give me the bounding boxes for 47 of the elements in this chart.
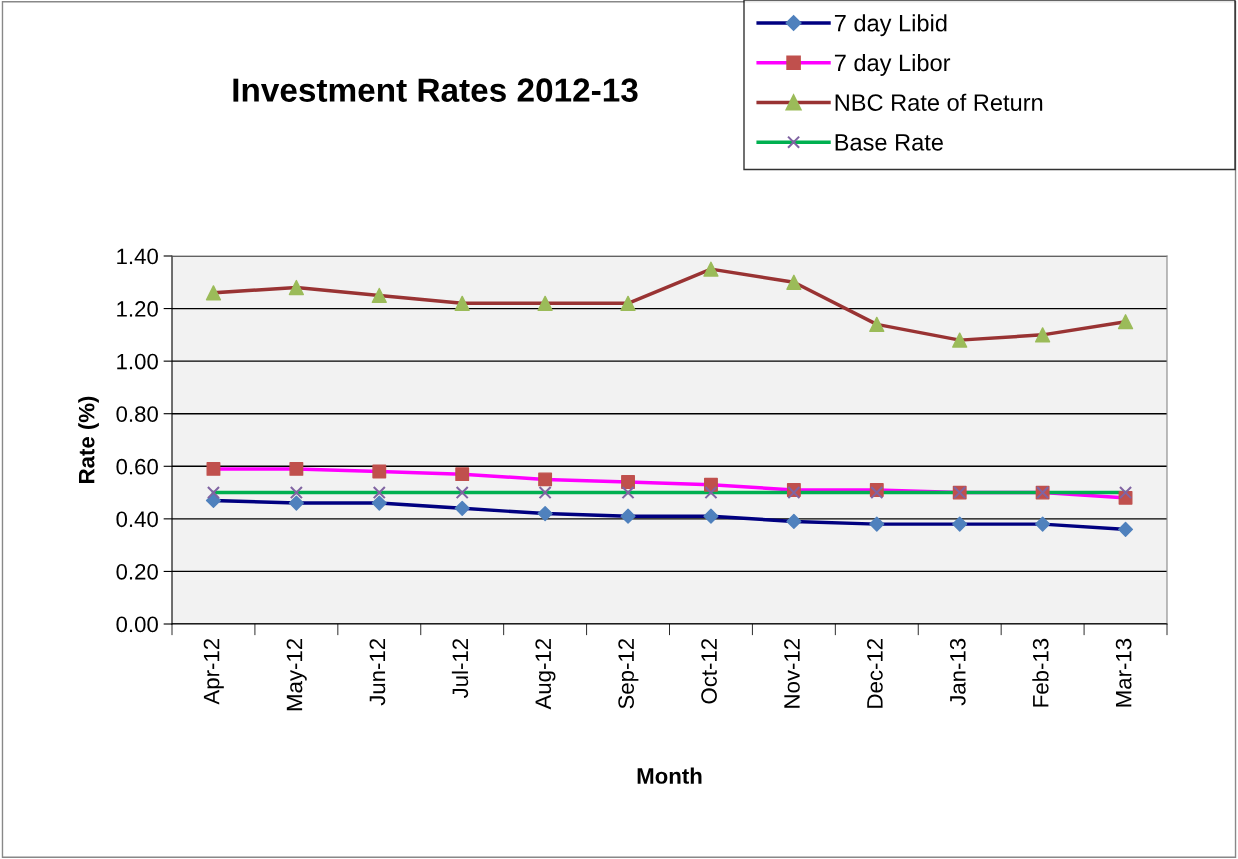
y-tick-label: 1.20	[117, 301, 158, 317]
point	[786, 274, 802, 290]
y-axis-title: Rate (%)	[78, 396, 99, 483]
x-tick-label: Mar-13	[1115, 638, 1132, 707]
x-axis-title: Month	[637, 767, 702, 784]
point	[952, 332, 968, 348]
legend-label: 7 day Libor	[834, 53, 951, 76]
x-tick-label: Jan-13	[949, 638, 966, 706]
legend-label: Base Rate	[835, 134, 943, 151]
x-tick-label: Oct-12	[701, 639, 717, 704]
y-tick-label: 0.40	[116, 511, 158, 528]
point	[1034, 327, 1051, 343]
point	[1118, 485, 1133, 500]
x-tick-label: Jul-12	[451, 639, 469, 699]
point	[538, 485, 552, 500]
point	[703, 261, 719, 277]
x-tick-label: Jun-12	[369, 639, 386, 706]
point	[704, 485, 718, 500]
point	[537, 295, 553, 311]
x-tick-label: Apr-12	[203, 639, 224, 705]
x-tick-label: Feb-13	[1032, 638, 1049, 707]
y-tick-label: 1.00	[117, 353, 158, 370]
y-tick-label: 1.40	[117, 248, 158, 265]
point	[206, 485, 221, 500]
chart-title: Investment Rates 2012-13	[233, 78, 638, 102]
point	[289, 485, 303, 500]
point	[455, 485, 469, 500]
point	[371, 287, 387, 304]
point	[1117, 314, 1134, 330]
legend-label: 7 day Libid	[834, 14, 947, 37]
x-tick-label: Aug-12	[535, 639, 556, 710]
y-tick-label: 0.80	[116, 406, 158, 422]
point	[288, 279, 305, 296]
x-tick-label: Sep-12	[618, 639, 639, 709]
x-tick-label: Dec-12	[867, 639, 883, 708]
legend-label: NBC Rate of Return	[835, 93, 1043, 111]
point	[454, 295, 470, 311]
point	[372, 485, 386, 500]
y-tick-label: 0.60	[116, 458, 158, 475]
point	[205, 285, 222, 301]
y-tick-label: 0.00	[116, 616, 158, 633]
point	[621, 485, 635, 500]
point	[620, 295, 636, 311]
x-tick-label: Nov-12	[784, 639, 800, 708]
x-tick-label: May-12	[286, 639, 307, 711]
point	[869, 316, 885, 332]
y-tick-label: 0.20	[116, 563, 158, 580]
